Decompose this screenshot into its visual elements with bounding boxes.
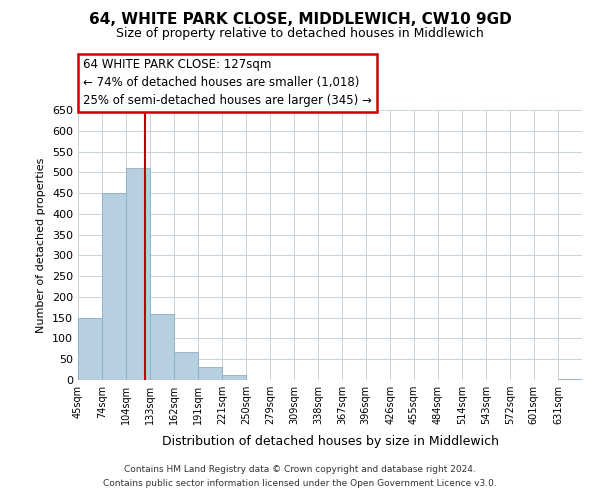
Text: Contains HM Land Registry data © Crown copyright and database right 2024.
Contai: Contains HM Land Registry data © Crown c… (103, 466, 497, 487)
Bar (197, 366, 222, 380)
Bar (102, 193, 127, 380)
Text: 64, WHITE PARK CLOSE, MIDDLEWICH, CW10 9GD: 64, WHITE PARK CLOSE, MIDDLEWICH, CW10 9… (89, 12, 511, 28)
Bar (174, 352, 197, 380)
Bar (150, 314, 174, 380)
Bar (127, 168, 150, 380)
X-axis label: Distribution of detached houses by size in Middlewich: Distribution of detached houses by size … (161, 436, 499, 448)
Text: 64 WHITE PARK CLOSE: 127sqm
← 74% of detached houses are smaller (1,018)
25% of : 64 WHITE PARK CLOSE: 127sqm ← 74% of det… (83, 58, 372, 108)
Y-axis label: Number of detached properties: Number of detached properties (37, 158, 46, 332)
Text: Size of property relative to detached houses in Middlewich: Size of property relative to detached ho… (116, 28, 484, 40)
Bar (78, 318, 102, 380)
Bar (558, 379, 582, 380)
Bar (222, 375, 246, 380)
